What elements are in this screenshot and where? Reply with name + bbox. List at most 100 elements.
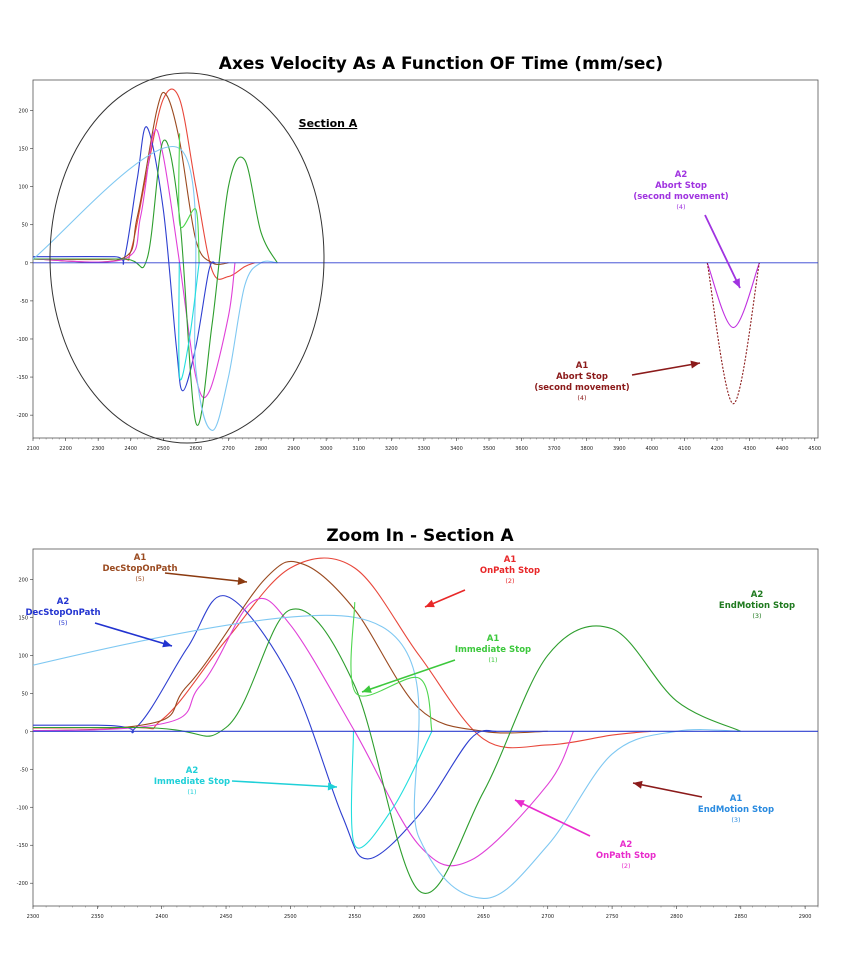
top-chart-x-tick-label: 2100: [27, 446, 40, 452]
annotation-a1-decstop: A1 DecStopOnPath (5): [102, 553, 177, 583]
top-chart-x-tick-label: 4400: [776, 446, 789, 452]
zoom-chart-x-tick-label: 2300: [27, 914, 40, 920]
zoom-chart-x-tick-label: 2900: [799, 914, 812, 920]
arrow-a2-abort-stop-head: [732, 278, 740, 288]
annotation-a1-onpath-line: A1: [504, 555, 517, 565]
zoom-chart-y-tick-label: 150: [18, 615, 28, 621]
annotation-a1-onpath: A1 OnPath Stop (2): [480, 555, 540, 585]
annotation-a1-immediate-line: A1: [487, 634, 500, 644]
zoom-chart-x-tick-label: 2350: [91, 914, 104, 920]
arrow-a1-endmotion-stop-head: [633, 780, 643, 789]
arrow-a2-immediate-stop-shaft: [231, 780, 338, 788]
zoom-series-a2-immediate-stop: [350, 731, 433, 849]
zoom-chart-x-tick-label: 2700: [541, 914, 554, 920]
annotation-a2-onpath-line: OnPath Stop: [596, 851, 656, 861]
annotation-a1-onpath-line: (2): [505, 577, 514, 585]
zoom-chart-x-tick-label: 2500: [284, 914, 297, 920]
zoom-series-a2-endmotion-stop: [33, 608, 742, 894]
top-chart-x-tick-label: 3100: [352, 446, 365, 452]
annotation-a2-onpath-line: A2: [620, 840, 633, 850]
top-chart-x-tick-label: 4300: [743, 446, 756, 452]
annotation-a2-immediate-line: (1): [187, 788, 196, 796]
arrow-a1-decstoponpath: [164, 572, 248, 585]
arrow-a2-immediate-stop: [231, 780, 338, 791]
annotation-a1-endmotion-line: A1: [730, 794, 743, 804]
top-chart-series-group: [33, 88, 818, 431]
zoom-chart-y-tick-label: -200: [17, 881, 28, 887]
zoom-chart-x-tick-label: 2450: [220, 914, 233, 920]
annotation-a2-abort-stop-line: (4): [676, 203, 685, 211]
top-series-a2-abort-stop-second-movement: [706, 262, 760, 329]
annotation-a1-decstop-line: DecStopOnPath: [102, 564, 177, 574]
annotation-a2-immediate: A2 Immediate Stop (1): [154, 766, 230, 796]
top-series-a2-onpath-stop: [33, 129, 236, 399]
zoom-chart-y-tick-label: 200: [18, 577, 28, 583]
arrow-a2-decstoponpath-shaft: [94, 622, 173, 647]
top-chart-x-tick-label: 2200: [59, 446, 72, 452]
annotation-a2-decstop-line: A2: [57, 597, 70, 607]
annotation-a2-onpath-line: (2): [621, 862, 630, 870]
top-chart-y-tick-label: 150: [18, 147, 28, 153]
top-chart-x-tick-label: 4000: [646, 446, 659, 452]
top-chart-y-tick-label: 100: [18, 185, 28, 191]
annotation-a2-endmotion-line: (3): [752, 612, 761, 620]
section-a-label: Section A: [299, 117, 358, 130]
annotation-a1-abort-stop: A1 Abort Stop (second movement) (4): [534, 361, 629, 402]
arrow-a2-decstoponpath: [94, 622, 173, 648]
zoom-series-a1-onpath-stop: [33, 557, 651, 749]
annotation-a1-abort-stop-line: Abort Stop: [556, 372, 608, 382]
annotation-a2-onpath: A2 OnPath Stop (2): [596, 840, 656, 870]
annotation-a1-decstop-line: A1: [134, 553, 147, 563]
top-chart-x-tick-label: 3500: [483, 446, 496, 452]
zoom-chart-x-tick-label: 2800: [670, 914, 683, 920]
arrow-a1-immediate-stop-shaft: [361, 659, 456, 693]
top-series-a2-immediate-stop: [178, 262, 200, 381]
arrow-a1-decstoponpath-head: [237, 577, 247, 585]
annotation-a2-abort-stop-line: (second movement): [633, 192, 728, 202]
zoom-chart-y-tick-label: -150: [17, 843, 28, 849]
top-chart-x-tick-label: 3300: [418, 446, 431, 452]
annotation-a1-abort-stop-line: A1: [576, 361, 589, 371]
zoom-series-a1-endmotion-stop: [33, 614, 741, 899]
zoom-chart-y-tick-label: 100: [18, 653, 28, 659]
top-chart-x-tick-label: 3900: [613, 446, 626, 452]
zoom-chart-x-tick-label: 2400: [155, 914, 168, 920]
zoom-chart-y-tick-label: 50: [22, 691, 28, 697]
top-chart-y-tick-label: -200: [17, 413, 28, 419]
zoom-chart-x-tick-label: 2600: [413, 914, 426, 920]
top-chart-frame: [32, 79, 819, 439]
top-chart-x-tick-label: 3800: [580, 446, 593, 452]
top-chart-y-tick-label: -100: [17, 337, 28, 343]
top-chart-y-tick-label: -150: [17, 375, 28, 381]
top-chart-x-tick-label: 4200: [711, 446, 724, 452]
annotation-a1-abort-stop-line: (4): [577, 394, 586, 402]
arrow-a1-abort-stop-head: [690, 360, 700, 369]
zoom-series-a2-decstoponpath: [33, 595, 497, 860]
zoom-chart-y-tick-label: 0: [25, 729, 28, 735]
annotation-a2-endmotion: A2 EndMotion Stop (3): [719, 590, 795, 620]
annotation-a2-immediate-line: Immediate Stop: [154, 777, 230, 787]
annotation-a2-decstop-line: (5): [58, 619, 67, 627]
top-chart-y-tick-label: 50: [22, 223, 28, 229]
top-chart-x-tick-label: 4100: [678, 446, 691, 452]
top-series-a2-decstoponpath: [33, 126, 216, 392]
arrow-a2-onpath-stop-head: [515, 800, 525, 808]
top-chart-x-tick-label: 3000: [320, 446, 333, 452]
arrow-a1-onpath-stop: [424, 589, 466, 608]
annotation-a1-endmotion-line: (3): [731, 816, 740, 824]
arrow-a1-endmotion-stop: [632, 780, 703, 798]
zoom-chart-x-tick-label: 2550: [348, 914, 361, 920]
zoom-chart-x-tick-label: 2750: [606, 914, 619, 920]
section-a-ellipse: [49, 72, 325, 444]
top-chart-x-tick-label: 2600: [189, 446, 202, 452]
annotation-a2-endmotion-line: EndMotion Stop: [719, 601, 795, 611]
arrow-a1-abort-stop-shaft: [631, 362, 701, 376]
top-chart-x-tick-label: 2700: [222, 446, 235, 452]
zoom-chart-y-tick-label: -50: [20, 767, 28, 773]
zoom-chart-x-tick-label: 2650: [477, 914, 490, 920]
top-series-a1-immediate-stop: [178, 133, 200, 263]
top-chart-x-tick-label: 2500: [157, 446, 170, 452]
annotation-a2-abort-stop-line: Abort Stop: [655, 181, 707, 191]
annotation-a1-onpath-line: OnPath Stop: [480, 566, 540, 576]
